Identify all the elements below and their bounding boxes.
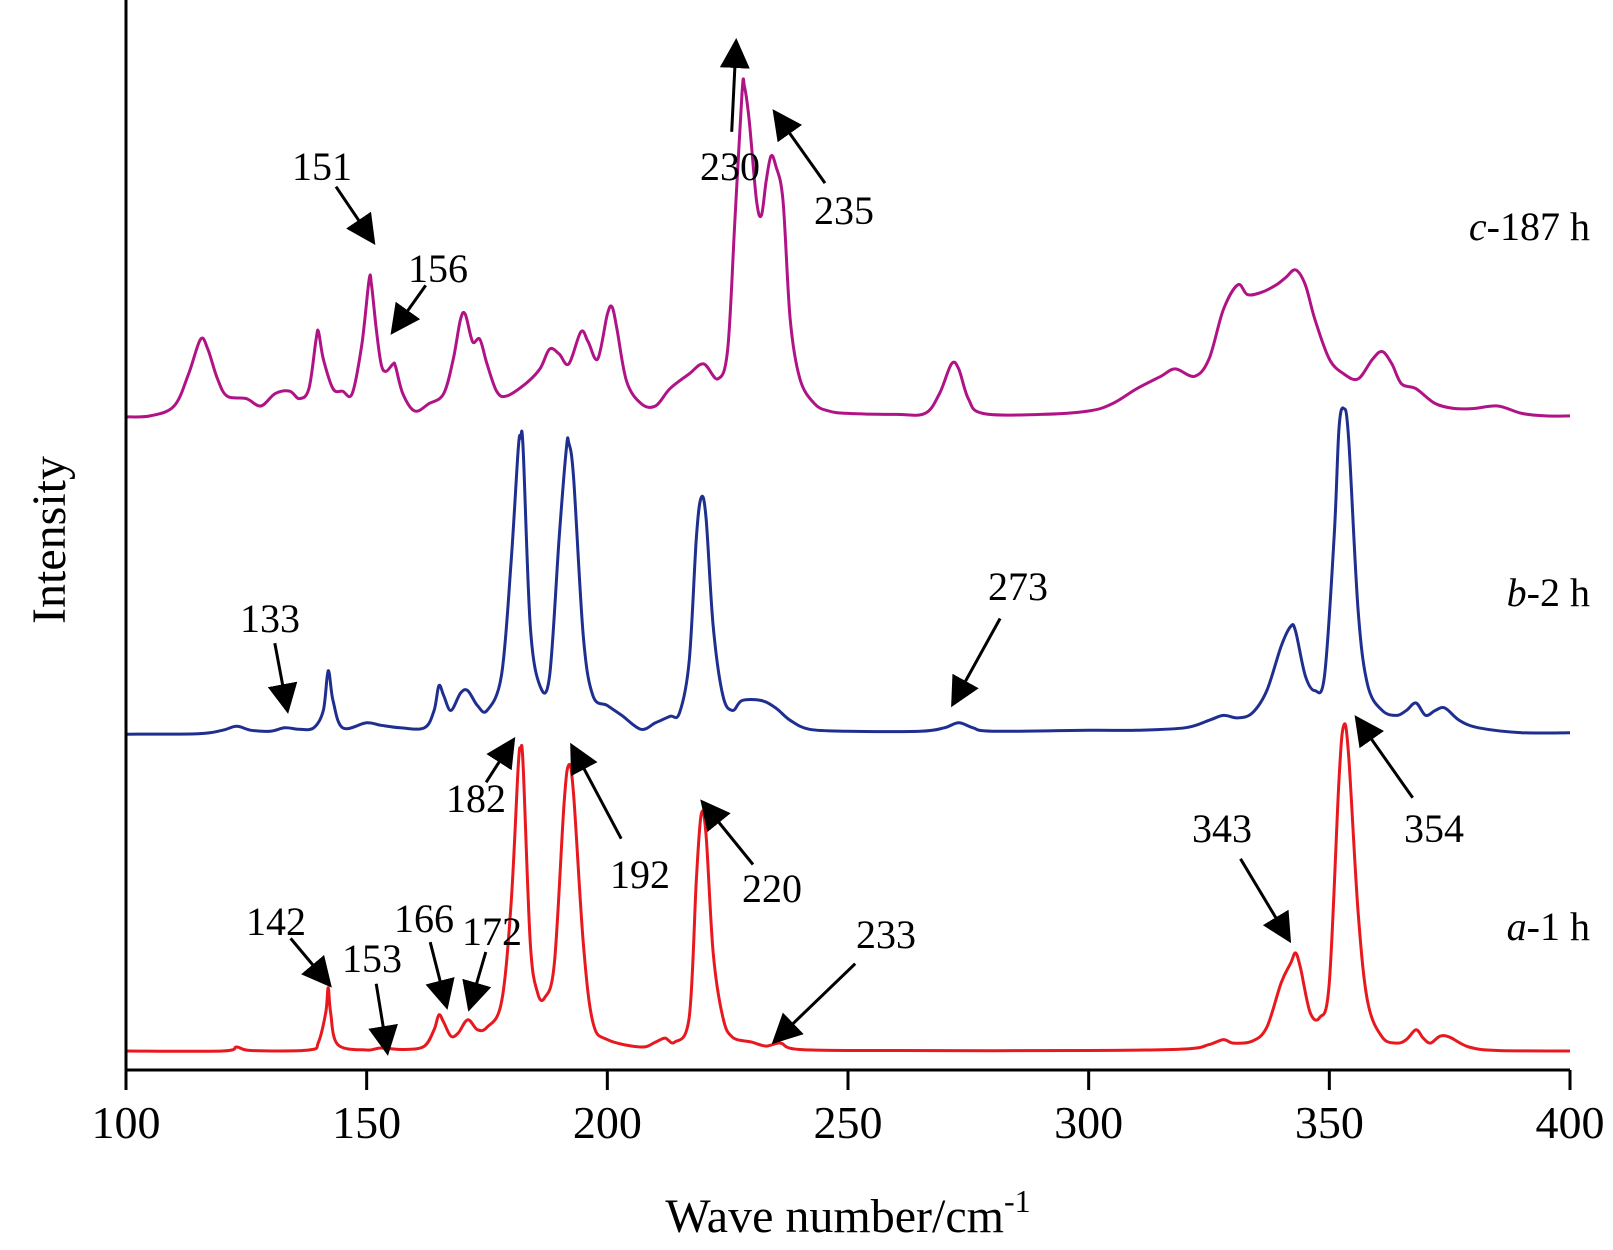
peak-label-233: 233 bbox=[856, 912, 916, 957]
series-layer: a-1 h b-2 h c-187 h bbox=[125, 77, 1590, 1053]
peak-label-156: 156 bbox=[408, 246, 468, 291]
peak-arrow-235 bbox=[772, 109, 827, 184]
peak-arrow-151 bbox=[334, 185, 376, 245]
peak-arrow-220 bbox=[700, 799, 755, 866]
peak-label-343: 343 bbox=[1192, 806, 1252, 851]
series-label-c: c-187 h bbox=[1469, 204, 1590, 249]
peak-arrow-192 bbox=[570, 742, 623, 840]
x-axis-title-superscript: -1 bbox=[1004, 1183, 1031, 1219]
peak-label-273: 273 bbox=[988, 564, 1048, 609]
peak-arrow-166 bbox=[425, 941, 455, 1010]
peak-arrow-153 bbox=[368, 983, 398, 1056]
peak-label-235: 235 bbox=[814, 188, 874, 233]
peak-label-133: 133 bbox=[240, 596, 300, 641]
peak-annotation-273: 273 bbox=[951, 564, 1048, 708]
x-tick-label-100: 100 bbox=[92, 1097, 161, 1148]
peak-annotation-182: 182 bbox=[446, 736, 516, 821]
peak-annotation-233: 233 bbox=[771, 912, 916, 1045]
peak-label-153: 153 bbox=[342, 936, 402, 981]
peak-annotation-166: 166 bbox=[394, 896, 455, 1010]
peak-label-182: 182 bbox=[446, 776, 506, 821]
x-tick-label-200: 200 bbox=[573, 1097, 642, 1148]
peak-annotation-142: 142 bbox=[246, 899, 332, 988]
peak-annotation-354: 354 bbox=[1354, 715, 1464, 851]
peak-label-192: 192 bbox=[610, 852, 670, 897]
x-ticks: 100 150 200 250 300 350 400 bbox=[92, 1070, 1605, 1148]
series-line-a bbox=[125, 722, 1571, 1053]
peak-annotation-235: 235 bbox=[772, 109, 874, 233]
x-tick-label-300: 300 bbox=[1054, 1097, 1123, 1148]
peak-arrow-133 bbox=[267, 642, 298, 714]
series-line-b bbox=[125, 406, 1571, 736]
peak-arrow-354 bbox=[1354, 715, 1414, 799]
y-axis-title: Intensity bbox=[23, 456, 76, 624]
peak-label-142: 142 bbox=[246, 899, 306, 944]
peak-annotation-151: 151 bbox=[292, 144, 376, 245]
peak-label-172: 172 bbox=[462, 909, 522, 954]
peak-annotation-133: 133 bbox=[240, 596, 300, 714]
x-axis-title-main: Wave number/cm bbox=[665, 1190, 1004, 1243]
peak-annotation-343: 343 bbox=[1192, 806, 1292, 944]
peak-label-220: 220 bbox=[742, 866, 802, 911]
x-tick-label-250: 250 bbox=[814, 1097, 883, 1148]
peak-arrow-233 bbox=[771, 962, 857, 1045]
x-tick-label-350: 350 bbox=[1295, 1097, 1364, 1148]
peak-arrow-182 bbox=[484, 736, 516, 784]
peak-label-354: 354 bbox=[1404, 806, 1464, 851]
peak-arrow-172 bbox=[462, 951, 492, 1012]
peak-annotation-172: 172 bbox=[462, 909, 522, 1012]
peak-arrow-156 bbox=[390, 284, 427, 335]
peak-annotation-153: 153 bbox=[342, 936, 402, 1056]
peak-annotation-230: 230 bbox=[700, 38, 760, 189]
peak-label-230: 230 bbox=[700, 144, 760, 189]
peak-label-166: 166 bbox=[394, 896, 454, 941]
peak-arrow-142 bbox=[289, 937, 332, 988]
peak-annotation-192: 192 bbox=[570, 742, 670, 897]
series-label-a: a-1 h bbox=[1507, 904, 1590, 949]
x-axis-title: Wave number/cm-1 bbox=[665, 1183, 1030, 1243]
peak-arrow-273 bbox=[951, 617, 1002, 708]
series-label-b: b-2 h bbox=[1507, 570, 1590, 615]
peak-annotation-220: 220 bbox=[700, 799, 802, 911]
x-tick-label-150: 150 bbox=[332, 1097, 401, 1148]
peak-arrow-230 bbox=[719, 38, 750, 132]
peak-arrow-343 bbox=[1239, 858, 1292, 944]
peak-label-151: 151 bbox=[292, 144, 352, 189]
peak-annotation-156: 156 bbox=[390, 246, 468, 335]
x-tick-label-400: 400 bbox=[1536, 1097, 1605, 1148]
series-line-c bbox=[125, 77, 1571, 419]
